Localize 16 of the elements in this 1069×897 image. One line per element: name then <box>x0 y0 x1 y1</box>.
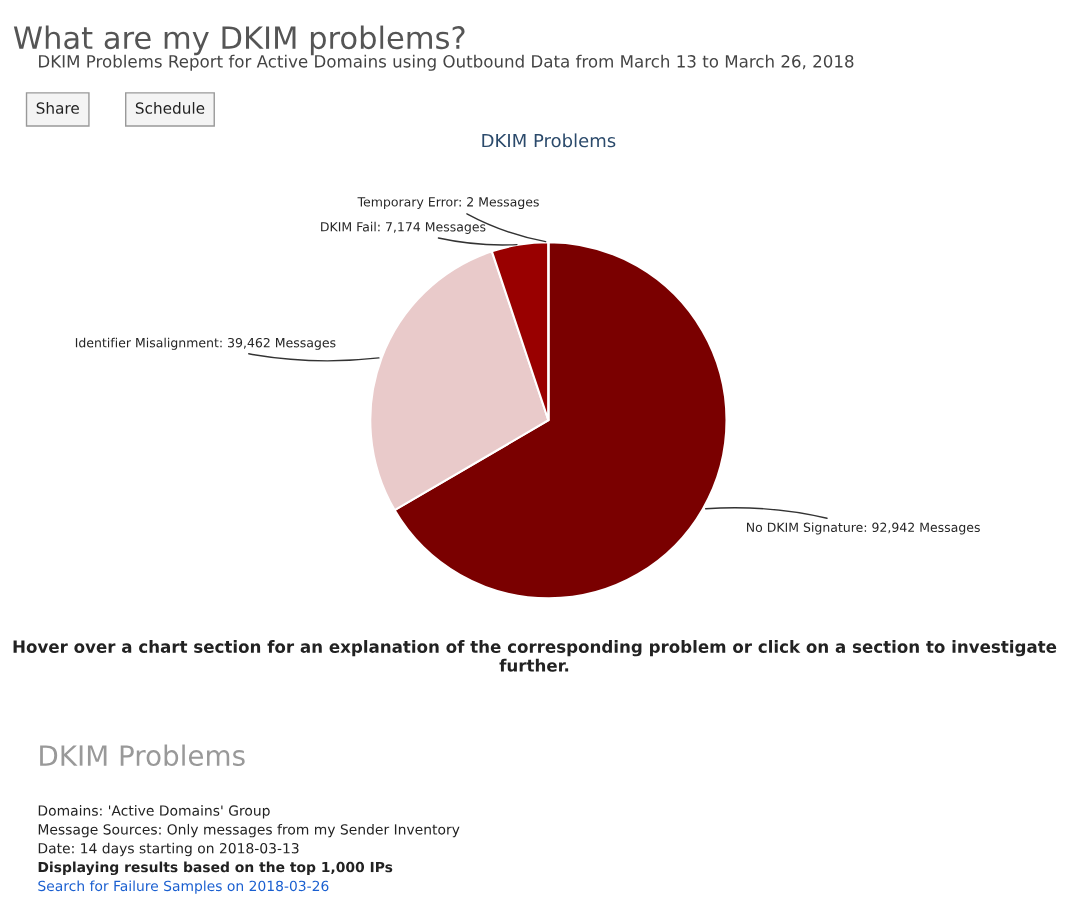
text: Date: 14 days starting on 2018-03-13 <box>38 842 299 857</box>
chart-title: What are my DKIM problems? <box>13 25 465 56</box>
text: DKIM Problems <box>482 133 616 148</box>
slice-label: DKIM Fail: 7,174 Messages <box>321 221 486 234</box>
slice-label: No DKIM Signature: 92,942 Messages <box>746 522 980 535</box>
text: Domains: 'Active Domains' Group <box>38 805 270 819</box>
text: Search for Failure Samples on 2018-03-26 <box>38 880 329 894</box>
slice-label: Temporary Error: 2 Messages <box>357 197 539 209</box>
text: Hover over a chart section for an explanation of the corresponding problem or click on a section to investigate further. <box>13 640 1057 672</box>
text: Displaying results based on the top 1,000 IPs <box>38 861 393 876</box>
text: Share <box>36 102 79 114</box>
text: Schedule <box>135 102 205 114</box>
text: DKIM Problems <box>40 744 245 767</box>
chart-subtitle: DKIM Problems Report for Active Domains using Outbound Data from March 13 to March 26, 2018 <box>39 54 854 71</box>
text: Message Sources: Only messages from my Sender Inventory <box>38 823 460 838</box>
slice-label: Identifier Misalignment: 39,462 Messages <box>75 337 336 350</box>
